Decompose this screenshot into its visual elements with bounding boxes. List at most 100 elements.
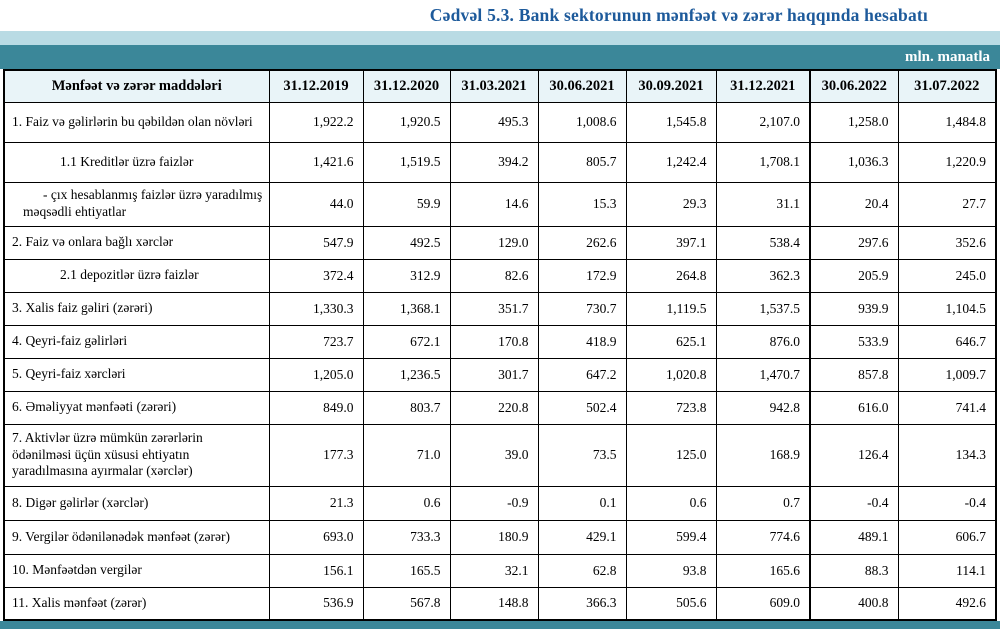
value-cell: 1,519.5 — [362, 141, 451, 183]
decor-band-light-blue — [0, 31, 1000, 45]
value-cell: 129.0 — [449, 225, 539, 260]
value-cell: 939.9 — [809, 291, 899, 326]
value-cell: 177.3 — [268, 423, 364, 487]
row-label: 2. Faiz və onlara bağlı xərclər — [3, 225, 270, 260]
value-cell: 625.1 — [625, 324, 717, 359]
value-cell: 15.3 — [537, 181, 627, 227]
value-cell: 134.3 — [897, 423, 997, 487]
value-cell: 730.7 — [537, 291, 627, 326]
table-row: 11. Xalis mənfəət (zərər) 536.9 567.8 148.8… — [3, 586, 997, 621]
value-cell: 1,537.5 — [715, 291, 811, 326]
value-cell: 429.1 — [537, 519, 627, 555]
row-label: 3. Xalis faiz gəliri (zərəri) — [3, 291, 270, 326]
value-cell: 397.1 — [625, 225, 717, 260]
value-cell: 733.3 — [362, 519, 451, 555]
row-label: 1.1 Kreditlər üzrə faizlər — [3, 141, 270, 183]
value-cell: 180.9 — [449, 519, 539, 555]
unit-band: mln. manatla — [0, 45, 1000, 69]
table-row: - çıx hesablanmış faizlər üzrə yaradılmı… — [3, 181, 997, 227]
value-cell: 31.1 — [715, 181, 811, 227]
value-cell: -0.4 — [809, 485, 899, 521]
value-cell: 606.7 — [897, 519, 997, 555]
value-cell: 1,036.3 — [809, 141, 899, 183]
value-cell: 567.8 — [362, 586, 451, 621]
value-cell: 1,330.3 — [268, 291, 364, 326]
value-cell: 362.3 — [715, 258, 811, 293]
value-cell: 495.3 — [449, 101, 539, 143]
value-cell: 616.0 — [809, 390, 899, 425]
value-cell: 29.3 — [625, 181, 717, 227]
value-cell: 533.9 — [809, 324, 899, 359]
date-column-header: 30.06.2022 — [809, 69, 899, 103]
value-cell: 14.6 — [449, 181, 539, 227]
decor-band-bottom — [0, 621, 1000, 629]
value-cell: 0.1 — [537, 485, 627, 521]
date-column-header: 31.12.2021 — [715, 69, 811, 103]
row-label: 4. Qeyri-faiz gəlirləri — [3, 324, 270, 359]
value-cell: 1,258.0 — [809, 101, 899, 143]
table-row: 4. Qeyri-faiz gəlirləri 723.7 672.1 170.8 41… — [3, 324, 997, 359]
value-cell: 262.6 — [537, 225, 627, 260]
value-cell: 505.6 — [625, 586, 717, 621]
value-cell: 39.0 — [449, 423, 539, 487]
value-cell: 126.4 — [809, 423, 899, 487]
value-cell: 1,008.6 — [537, 101, 627, 143]
value-cell: 502.4 — [537, 390, 627, 425]
table-row: 2.1 depozitlər üzrə faizlər 372.4 312.9 82.… — [3, 258, 997, 293]
value-cell: 82.6 — [449, 258, 539, 293]
table-row: 8. Digər gəlirlər (xərclər) 21.3 0.6 -0.9 0.… — [3, 485, 997, 521]
row-label: 8. Digər gəlirlər (xərclər) — [3, 485, 270, 521]
value-cell: 21.3 — [268, 485, 364, 521]
value-cell: 168.9 — [715, 423, 811, 487]
page-header: Cədvəl 5.3. Bank sektorunun mənfəət və z… — [0, 0, 1000, 31]
value-cell: 1,368.1 — [362, 291, 451, 326]
value-cell: 1,920.5 — [362, 101, 451, 143]
value-cell: 857.8 — [809, 357, 899, 392]
value-cell: 1,236.5 — [362, 357, 451, 392]
value-cell: 301.7 — [449, 357, 539, 392]
items-column-header: Mənfəət və zərər maddələri — [3, 69, 270, 103]
value-cell: 172.9 — [537, 258, 627, 293]
value-cell: 1,119.5 — [625, 291, 717, 326]
value-cell: 1,205.0 — [268, 357, 364, 392]
value-cell: 536.9 — [268, 586, 364, 621]
table-row: 3. Xalis faiz gəliri (zərəri) 1,330.3 1,36… — [3, 291, 997, 326]
value-cell: 418.9 — [537, 324, 627, 359]
date-column-header: 31.07.2022 — [897, 69, 997, 103]
value-cell: 62.8 — [537, 553, 627, 588]
value-cell: 125.0 — [625, 423, 717, 487]
date-column-header: 31.12.2020 — [362, 69, 451, 103]
value-cell: 0.6 — [362, 485, 451, 521]
value-cell: 492.5 — [362, 225, 451, 260]
value-cell: 372.4 — [268, 258, 364, 293]
value-cell: 876.0 — [715, 324, 811, 359]
value-cell: 88.3 — [809, 553, 899, 588]
table-row: 1. Faiz və gəlirlərin bu qəbildən olan n… — [3, 101, 997, 143]
value-cell: 741.4 — [897, 390, 997, 425]
value-cell: 547.9 — [268, 225, 364, 260]
value-cell: 2,107.0 — [715, 101, 811, 143]
table-header-row: Mənfəət və zərər maddələri 31.12.2019 31.… — [3, 69, 997, 103]
table-row: 2. Faiz və onlara bağlı xərclər 547.9 492.… — [3, 225, 997, 260]
date-column-header: 30.09.2021 — [625, 69, 717, 103]
table-row: 9. Vergilər ödənilənədək mənfəət (zərər)… — [3, 519, 997, 555]
row-label: - çıx hesablanmış faizlər üzrə yaradılmı… — [3, 181, 270, 227]
value-cell: 1,484.8 — [897, 101, 997, 143]
value-cell: 609.0 — [715, 586, 811, 621]
value-cell: 32.1 — [449, 553, 539, 588]
value-cell: 1,220.9 — [897, 141, 997, 183]
value-cell: 0.7 — [715, 485, 811, 521]
value-cell: 351.7 — [449, 291, 539, 326]
value-cell: 205.9 — [809, 258, 899, 293]
value-cell: 170.8 — [449, 324, 539, 359]
value-cell: 165.6 — [715, 553, 811, 588]
value-cell: 0.6 — [625, 485, 717, 521]
row-label: 11. Xalis mənfəət (zərər) — [3, 586, 270, 621]
value-cell: 723.7 — [268, 324, 364, 359]
value-cell: 774.6 — [715, 519, 811, 555]
value-cell: 156.1 — [268, 553, 364, 588]
value-cell: 93.8 — [625, 553, 717, 588]
value-cell: 71.0 — [362, 423, 451, 487]
value-cell: -0.9 — [449, 485, 539, 521]
value-cell: 723.8 — [625, 390, 717, 425]
